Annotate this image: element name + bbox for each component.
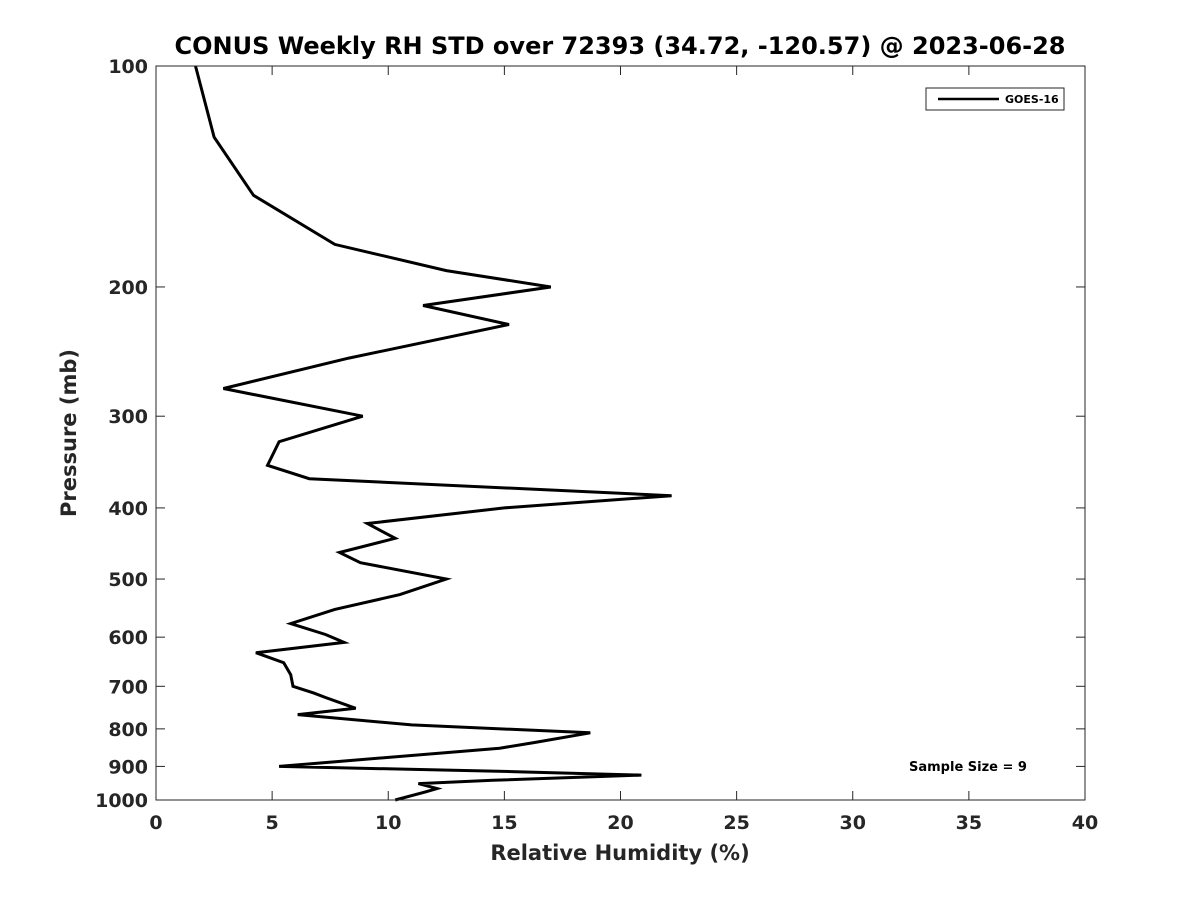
x-tick-label: 10 bbox=[375, 812, 401, 834]
y-tick-label: 200 bbox=[108, 277, 148, 299]
x-tick-label: 15 bbox=[491, 812, 517, 834]
y-axis-label: Pressure (mb) bbox=[57, 349, 81, 517]
legend-label-goes-16: GOES-16 bbox=[1005, 93, 1059, 106]
x-tick-label: 0 bbox=[149, 812, 162, 834]
axis-ticks: 0 5 10 15 20 25 30 35 40 100 200 300 400 500 600 700 800… bbox=[95, 56, 1098, 834]
sample-size-annotation: Sample Size = 9 bbox=[909, 760, 1027, 775]
y-tick-label: 1000 bbox=[95, 790, 148, 812]
y-tick-label: 700 bbox=[108, 676, 148, 698]
series-group bbox=[194, 65, 672, 802]
legend: GOES-16 bbox=[925, 87, 1065, 111]
chart-title: CONUS Weekly RH STD over 72393 (34.72, -… bbox=[174, 32, 1065, 60]
y-tick-label: 900 bbox=[108, 756, 148, 778]
x-tick-label: 30 bbox=[840, 812, 866, 834]
x-tick-label: 40 bbox=[1072, 812, 1098, 834]
x-tick-label: 5 bbox=[266, 812, 279, 834]
x-tick-label: 35 bbox=[956, 812, 982, 834]
y-tick-label: 100 bbox=[108, 56, 148, 78]
x-tick-label: 20 bbox=[607, 812, 633, 834]
x-axis-label: Relative Humidity (%) bbox=[490, 841, 749, 865]
series-line-goes-16 bbox=[194, 65, 672, 802]
y-tick-label: 500 bbox=[108, 569, 148, 591]
x-tick-label: 25 bbox=[723, 812, 749, 834]
y-tick-label: 800 bbox=[108, 719, 148, 741]
y-tick-label: 600 bbox=[108, 627, 148, 649]
y-tick-label: 300 bbox=[108, 406, 148, 428]
plot-area bbox=[155, 65, 1086, 801]
y-tick-label: 400 bbox=[108, 498, 148, 520]
